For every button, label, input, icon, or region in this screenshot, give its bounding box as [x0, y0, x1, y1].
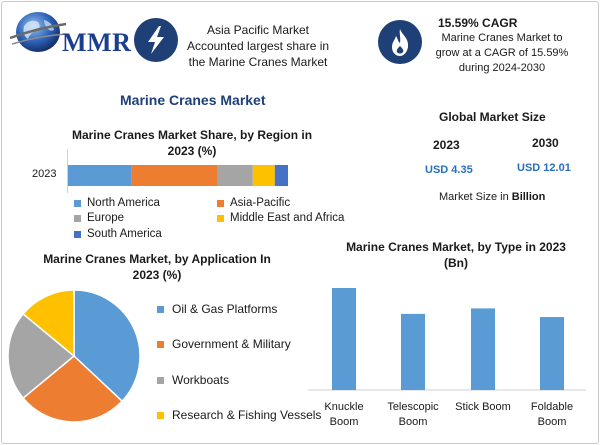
region-legend-item-north-america: North America [74, 197, 160, 209]
application-legend-item-oil-and-gas-platforms: Oil & Gas Platforms [157, 302, 277, 316]
year-2023-label: 2023 [433, 138, 460, 152]
pie-slice-government-and-military [22, 355, 124, 423]
region-bar-segment-middle-east-and-africa [252, 165, 275, 186]
region-chart-title: Marine Cranes Market Share, by Region in… [71, 128, 313, 158]
cagr-text: Marine Cranes Market to grow at a CAGR o… [435, 32, 569, 74]
region-legend-item-middle-east-and-africa: Middle East and Africa [217, 212, 344, 224]
type-category-label-stick-boom: Stick Boom [455, 401, 511, 413]
region-legend-item-asia-pacific: Asia-Pacific [217, 197, 290, 209]
application-legend-item-research-and-fishing-vessels: Research & Fishing Vessels [157, 408, 321, 422]
region-legend-item-south-america: South America [74, 228, 162, 240]
legend-label: Research & Fishing Vessels [172, 408, 322, 422]
type-category-label-foldable-boom: Foldable Boom [530, 401, 574, 428]
header-icon-circle-2 [378, 20, 422, 64]
type-category-label-telescopic-boom: Telescopic Boom [387, 401, 439, 428]
type-bar-stick-boom [471, 308, 495, 390]
application-chart-title: Marine Cranes Market, by Application In … [43, 252, 271, 282]
legend-label: Oil & Gas Platforms [172, 302, 278, 316]
pie-slice-oil-and-gas-platforms [73, 289, 141, 403]
region-bar-segment-south-america [274, 165, 288, 186]
logo-text: MMR [62, 28, 132, 57]
flame-icon [392, 29, 409, 56]
globe-logo-icon [9, 12, 67, 52]
region-bar-segment-europe [217, 165, 253, 186]
region-stacked-bar [68, 165, 288, 186]
region-legend-item-europe: Europe [74, 212, 124, 224]
region-bar-segment-asia-pacific [131, 165, 218, 186]
legend-label: Asia-Pacific [230, 197, 291, 209]
legend-swatch [157, 411, 164, 419]
market-size-note: Market Size in Billion [439, 191, 545, 203]
legend-swatch [217, 199, 224, 207]
lightning-icon [148, 26, 164, 54]
header-icon-circle-1 [134, 18, 178, 62]
pie-slice-workboats [7, 312, 76, 400]
legend-swatch [217, 214, 224, 222]
legend-label: North America [87, 197, 160, 209]
type-category-label-knuckle-boom: Knuckle Boom [324, 401, 364, 428]
type-bar-chart [308, 288, 586, 391]
legend-swatch [157, 376, 164, 384]
global-market-title: Global Market Size [439, 110, 546, 124]
cagr-title: 15.59% CAGR [438, 16, 518, 30]
type-bar-telescopic-boom [401, 313, 425, 390]
type-bar-foldable-boom [540, 317, 564, 390]
region-category-label: 2023 [32, 168, 57, 180]
legend-swatch [74, 214, 81, 222]
region-bar-segment-north-america [68, 165, 132, 186]
application-pie-chart [7, 289, 141, 423]
type-chart-title: Marine Cranes Market, by Type in 2023 (B… [346, 240, 566, 270]
legend-label: South America [87, 228, 162, 240]
type-bar-knuckle-boom [332, 288, 356, 390]
legend-swatch [157, 305, 164, 313]
legend-swatch [157, 340, 164, 348]
application-legend-item-government-and-military: Government & Military [157, 337, 291, 351]
market-value-2023: USD 4.35 [425, 164, 473, 176]
legend-label: Europe [87, 212, 125, 224]
legend-label: Workboats [172, 373, 230, 387]
legend-label: Middle East and Africa [230, 212, 345, 224]
application-legend-item-workboats: Workboats [157, 373, 229, 387]
market-value-2030: USD 12.01 [517, 162, 571, 174]
market-size-note-unit: Billion [511, 191, 546, 203]
legend-swatch [74, 199, 81, 207]
market-size-note-prefix: Market Size in [439, 191, 512, 203]
legend-label: Government & Military [172, 337, 291, 351]
pie-slice-research-and-fishing-vessels [22, 289, 75, 358]
region-axis-line [67, 149, 68, 193]
main-title: Marine Cranes Market [120, 92, 266, 108]
year-2030-label: 2030 [532, 136, 559, 150]
header-item1-text: Asia Pacific Market Accounted largest sh… [186, 23, 330, 69]
legend-swatch [74, 230, 81, 238]
